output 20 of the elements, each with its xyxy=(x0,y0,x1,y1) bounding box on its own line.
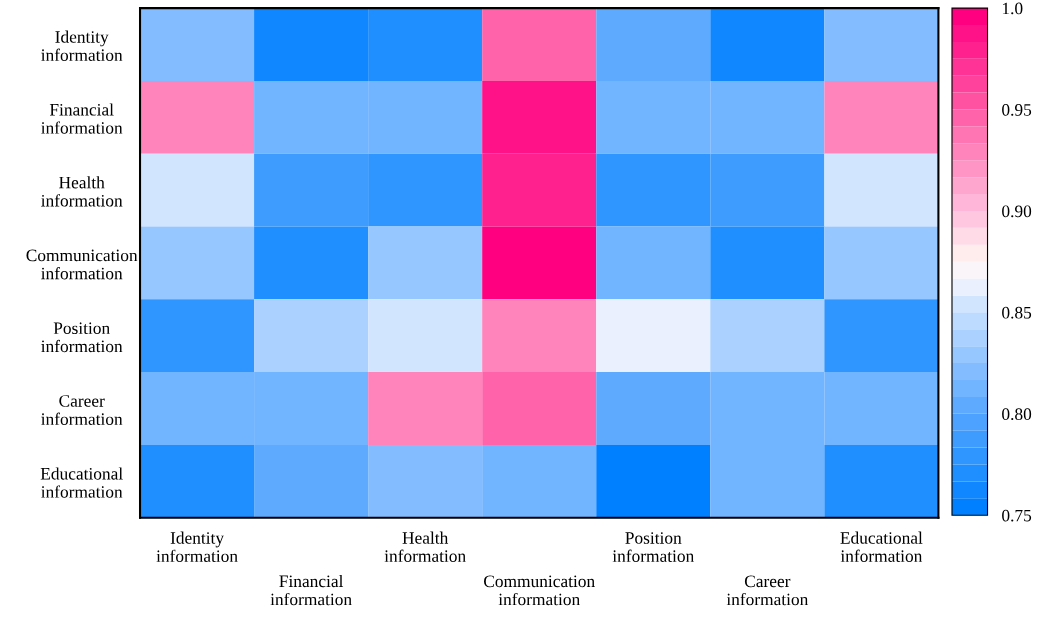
color-bar-label: 1.0 xyxy=(1002,2,1023,15)
y-tick-label: Financial information xyxy=(41,103,123,134)
x-tick-label: Health information xyxy=(384,531,466,562)
color-bar-label: 0.85 xyxy=(1002,306,1032,319)
x-tick-label: Communication information xyxy=(484,575,595,606)
color-bar-label: 0.95 xyxy=(1002,104,1032,116)
x-tick-label: Position information xyxy=(612,532,694,562)
x-tick-label: Educational information xyxy=(840,531,923,562)
y-tick-label: Educational information xyxy=(40,467,123,498)
y-tick-label: Communication information xyxy=(26,249,138,280)
x-tick-label: Career information xyxy=(726,575,809,606)
y-tick-label: Identity information xyxy=(41,30,123,61)
color-bar-label: 0.80 xyxy=(1002,408,1032,421)
color-bar-label: 0.75 xyxy=(1002,509,1032,522)
y-tick-label: Health information xyxy=(41,176,123,207)
x-tick-label: Financial information xyxy=(270,574,352,606)
color-bar-label: 0.90 xyxy=(1002,205,1032,218)
y-tick-label: Position information xyxy=(41,322,123,353)
x-tick-label: Identity information xyxy=(156,531,238,563)
y-tick-label: Career information xyxy=(41,395,123,425)
